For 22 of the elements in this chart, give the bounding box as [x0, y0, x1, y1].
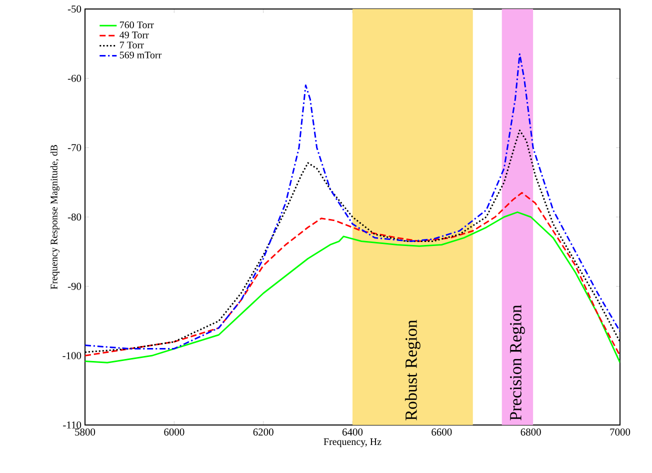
x-axis-title: Frequency, Hz: [324, 438, 382, 448]
x-tick-label: 6400: [342, 428, 363, 436]
legend-label: 49 Torr: [120, 32, 149, 38]
band-label: Precision Region: [510, 304, 525, 420]
x-tick-label: 6200: [253, 428, 274, 436]
x-tick-label: 6800: [520, 428, 541, 436]
y-tick-label: -110: [63, 421, 82, 429]
y-tick-label: -50: [68, 5, 82, 13]
band-label: Robust Region: [404, 320, 420, 420]
x-tick-label: 6000: [164, 428, 184, 436]
x-tick-label: 7000: [610, 428, 630, 436]
x-tick-label: 5800: [75, 428, 96, 436]
y-tick-label: -90: [68, 282, 82, 290]
y-tick-label: -70: [68, 144, 82, 152]
legend-label: 7 Torr: [120, 42, 144, 48]
legend-label: 569 mTorr: [120, 52, 162, 58]
legend-label: 760 Torr: [120, 22, 154, 28]
y-axis-title: Frequency Response Magnitude, dB: [50, 145, 60, 290]
x-tick-label: 6600: [432, 428, 452, 436]
y-tick-label: -100: [62, 352, 82, 360]
y-tick-label: -80: [68, 213, 82, 221]
y-tick-label: -60: [68, 74, 82, 82]
